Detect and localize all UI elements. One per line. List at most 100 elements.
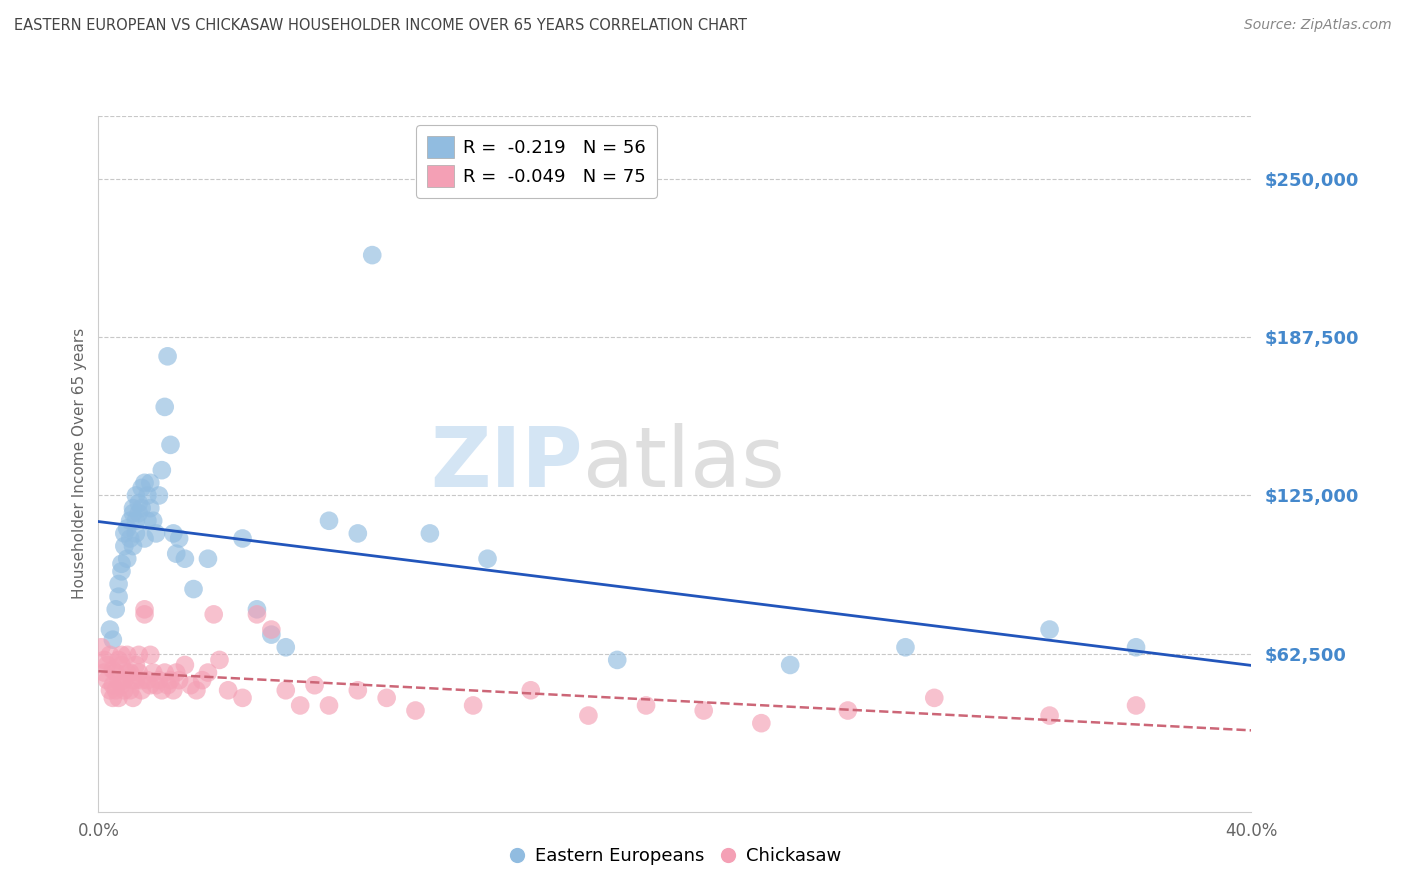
Point — [131, 673, 153, 688]
Point — [197, 551, 219, 566]
Point — [139, 678, 162, 692]
Point — [98, 648, 121, 662]
Point — [125, 514, 148, 528]
Point — [139, 475, 162, 490]
Point — [159, 438, 181, 452]
Point — [165, 665, 187, 680]
Point — [260, 623, 283, 637]
Point — [112, 526, 135, 541]
Point — [139, 501, 162, 516]
Point — [96, 673, 118, 688]
Point — [98, 683, 121, 698]
Point — [165, 547, 187, 561]
Point — [112, 673, 135, 688]
Point — [139, 648, 162, 662]
Point — [186, 683, 208, 698]
Point — [318, 698, 340, 713]
Point — [318, 514, 340, 528]
Point — [145, 678, 167, 692]
Point — [197, 665, 219, 680]
Point — [419, 526, 441, 541]
Point — [107, 690, 129, 705]
Point — [208, 653, 231, 667]
Point — [101, 678, 124, 692]
Point — [122, 506, 145, 520]
Point — [128, 648, 150, 662]
Point — [131, 501, 153, 516]
Text: ZIP: ZIP — [430, 424, 582, 504]
Point — [174, 657, 197, 672]
Point — [274, 640, 297, 655]
Point — [125, 673, 148, 688]
Point — [1125, 640, 1147, 655]
Point — [636, 698, 658, 713]
Point — [136, 488, 159, 502]
Point — [96, 657, 118, 672]
Point — [148, 673, 170, 688]
Point — [117, 648, 138, 662]
Point — [120, 683, 142, 698]
Point — [98, 623, 121, 637]
Point — [167, 673, 190, 688]
Point — [110, 565, 132, 579]
Point — [174, 551, 197, 566]
Point — [107, 653, 129, 667]
Point — [134, 532, 156, 546]
Text: EASTERN EUROPEAN VS CHICKASAW HOUSEHOLDER INCOME OVER 65 YEARS CORRELATION CHART: EASTERN EUROPEAN VS CHICKASAW HOUSEHOLDE… — [14, 18, 747, 33]
Point — [136, 673, 159, 688]
Point — [231, 532, 254, 546]
Point — [274, 683, 297, 698]
Point — [162, 683, 184, 698]
Point — [150, 683, 173, 698]
Point — [101, 632, 124, 647]
Point — [104, 602, 127, 616]
Point — [260, 627, 283, 641]
Point — [405, 704, 427, 718]
Point — [159, 673, 181, 688]
Point — [167, 532, 190, 546]
Point — [520, 683, 543, 698]
Point — [246, 607, 269, 622]
Point — [120, 514, 142, 528]
Point — [117, 665, 138, 680]
Point — [461, 698, 484, 713]
Point — [693, 704, 716, 718]
Legend: Eastern Europeans, Chickasaw: Eastern Europeans, Chickasaw — [501, 840, 849, 872]
Point — [231, 690, 254, 705]
Point — [117, 551, 138, 566]
Point — [122, 539, 145, 553]
Point — [894, 640, 917, 655]
Y-axis label: Householder Income Over 65 years: Householder Income Over 65 years — [72, 328, 87, 599]
Point — [93, 665, 115, 680]
Point — [101, 663, 124, 677]
Point — [142, 665, 165, 680]
Point — [110, 657, 132, 672]
Point — [93, 653, 115, 667]
Point — [346, 526, 368, 541]
Text: atlas: atlas — [582, 424, 785, 504]
Point — [162, 526, 184, 541]
Point — [107, 590, 129, 604]
Point — [578, 708, 600, 723]
Point — [145, 526, 167, 541]
Point — [751, 716, 773, 731]
Point — [122, 673, 145, 688]
Point — [922, 690, 945, 705]
Point — [120, 532, 142, 546]
Point — [202, 607, 225, 622]
Point — [191, 673, 214, 688]
Point — [125, 526, 148, 541]
Point — [131, 683, 153, 698]
Point — [117, 521, 138, 535]
Point — [122, 690, 145, 705]
Point — [477, 551, 499, 566]
Point — [1125, 698, 1147, 713]
Point — [134, 475, 156, 490]
Point — [131, 481, 153, 495]
Point — [125, 657, 148, 672]
Point — [125, 488, 148, 502]
Point — [136, 514, 159, 528]
Point — [128, 496, 150, 510]
Point — [142, 514, 165, 528]
Text: Source: ZipAtlas.com: Source: ZipAtlas.com — [1244, 18, 1392, 32]
